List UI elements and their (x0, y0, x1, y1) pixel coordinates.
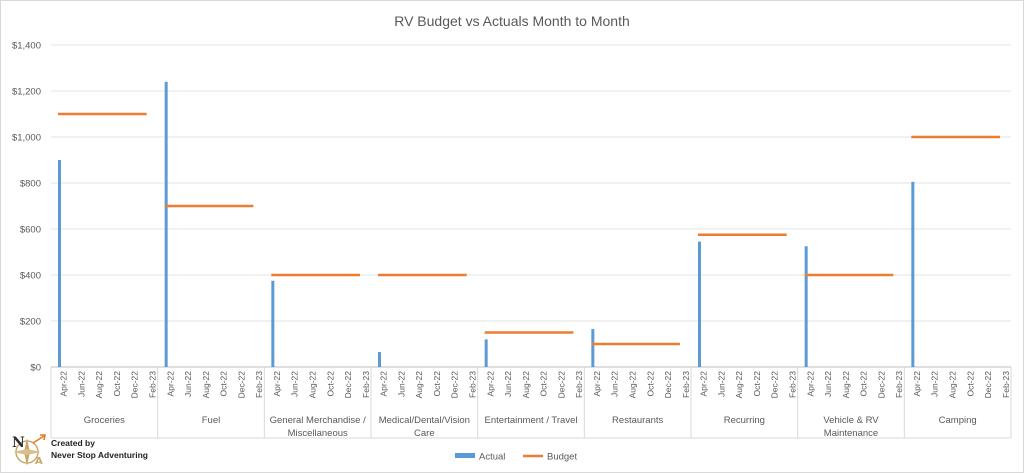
category-label: General Merchandise / (270, 415, 366, 426)
month-tick-label: Oct-22 (219, 371, 229, 397)
month-tick-label: Feb-23 (1001, 371, 1011, 398)
month-tick-label: Oct-22 (859, 371, 869, 397)
month-tick-label: Aug-22 (307, 371, 317, 399)
actual-bar (591, 329, 595, 367)
month-tick-label: Feb-23 (467, 371, 477, 398)
month-tick-label: Apr-22 (165, 371, 175, 397)
month-tick-label: Aug-22 (841, 371, 851, 399)
legend-swatch-actual (455, 453, 475, 458)
month-tick-label: Dec-22 (236, 371, 246, 399)
month-tick-label: Feb-23 (574, 371, 584, 398)
month-tick-label: Jun-22 (396, 371, 406, 397)
category-label: Care (414, 428, 435, 439)
actual-bar (484, 339, 488, 367)
category-label: Entertainment / Travel (485, 415, 578, 426)
month-tick-label: Jun-22 (716, 371, 726, 397)
month-tick-label: Feb-23 (787, 371, 797, 398)
legend-label: Actual (479, 452, 505, 463)
actual-bar (164, 81, 168, 368)
month-tick-label: Aug-22 (521, 371, 531, 399)
month-tick-label: Dec-22 (770, 371, 780, 399)
month-tick-label: Jun-22 (503, 371, 513, 397)
month-tick-label: Aug-22 (947, 371, 957, 399)
y-tick-label: $0 (30, 363, 41, 374)
svg-text:N: N (12, 435, 25, 451)
svg-text:A: A (35, 456, 43, 467)
month-tick-label: Apr-22 (912, 371, 922, 397)
compass-logo-icon: N A (12, 434, 46, 467)
y-tick-label: $800 (20, 179, 41, 190)
month-tick-label: Dec-22 (450, 371, 460, 399)
month-tick-label: Apr-22 (592, 371, 602, 397)
actual-bar (911, 181, 915, 367)
category-label: Recurring (724, 415, 765, 426)
month-tick-label: Feb-23 (894, 371, 904, 398)
month-tick-label: Aug-22 (201, 371, 211, 399)
month-tick-label: Dec-22 (983, 371, 993, 399)
month-tick-label: Apr-22 (272, 371, 282, 397)
credit-line-1: Created by (51, 438, 95, 448)
y-tick-label: $400 (20, 271, 41, 282)
month-tick-label: Jun-22 (183, 371, 193, 397)
month-tick-label: Jun-22 (610, 371, 620, 397)
month-tick-label: Jun-22 (76, 371, 86, 397)
month-tick-label: Oct-22 (325, 371, 335, 397)
month-tick-label: Dec-22 (343, 371, 353, 399)
month-tick-label: Oct-22 (432, 371, 442, 397)
month-tick-label: Apr-22 (59, 371, 69, 397)
category-label: Miscellaneous (288, 428, 348, 439)
y-tick-label: $1,200 (12, 87, 41, 98)
month-tick-label: Oct-22 (645, 371, 655, 397)
month-tick-label: Feb-23 (147, 371, 157, 398)
legend-label: Budget (547, 452, 577, 463)
month-tick-label: Apr-22 (379, 371, 389, 397)
month-tick-label: Jun-22 (823, 371, 833, 397)
y-tick-label: $1,400 (12, 41, 41, 52)
month-tick-label: Aug-22 (734, 371, 744, 399)
month-tick-label: Oct-22 (965, 371, 975, 397)
y-tick-label: $200 (20, 317, 41, 328)
month-tick-label: Apr-22 (805, 371, 815, 397)
month-tick-label: Aug-22 (414, 371, 424, 399)
month-tick-label: Dec-22 (876, 371, 886, 399)
category-label: Camping (939, 415, 977, 426)
month-tick-label: Oct-22 (112, 371, 122, 397)
category-label: Groceries (84, 415, 125, 426)
credit-line-2: Never Stop Adventuring (51, 450, 148, 460)
category-label: Medical/Dental/Vision (379, 415, 470, 426)
y-tick-label: $600 (20, 225, 41, 236)
actual-bar (58, 160, 61, 367)
category-label: Maintenance (824, 428, 878, 439)
month-tick-label: Aug-22 (94, 371, 104, 399)
month-tick-label: Jun-22 (290, 371, 300, 397)
month-tick-label: Feb-23 (254, 371, 264, 398)
actual-bar (804, 246, 808, 367)
actual-bar (698, 241, 701, 367)
month-tick-label: Feb-23 (681, 371, 691, 398)
month-tick-label: Apr-22 (699, 371, 709, 397)
y-tick-label: $1,000 (12, 133, 41, 144)
month-tick-label: Dec-22 (663, 371, 673, 399)
month-tick-label: Aug-22 (627, 371, 637, 399)
chart-title: RV Budget vs Actuals Month to Month (394, 13, 630, 29)
month-tick-label: Oct-22 (539, 371, 549, 397)
month-tick-label: Dec-22 (556, 371, 566, 399)
actual-bar (378, 352, 381, 367)
category-label: Restaurants (612, 415, 663, 426)
month-tick-label: Dec-22 (130, 371, 140, 399)
category-label: Vehicle & RV (823, 415, 879, 426)
month-tick-label: Apr-22 (485, 371, 495, 397)
category-label: Fuel (202, 415, 220, 426)
month-tick-label: Oct-22 (752, 371, 762, 397)
actual-bar (271, 280, 275, 367)
credit-block: N A Created by Never Stop Adventuring (7, 431, 167, 469)
month-tick-label: Jun-22 (930, 371, 940, 397)
month-tick-label: Feb-23 (361, 371, 371, 398)
